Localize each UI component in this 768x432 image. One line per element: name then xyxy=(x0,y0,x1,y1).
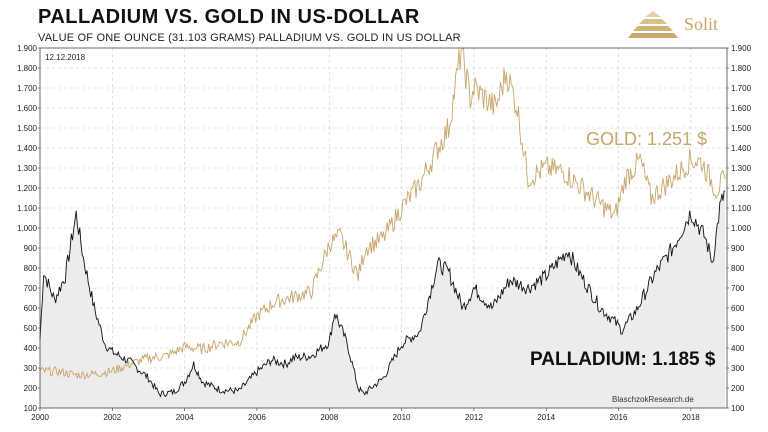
y-tick-label-left: 700 xyxy=(24,284,38,293)
y-tick-label-left: 800 xyxy=(24,264,38,273)
palladium-series-label: PALLADIUM: 1.185 $ xyxy=(530,349,716,370)
plot-border xyxy=(39,47,728,409)
y-tick-label-left: 1.000 xyxy=(17,224,38,233)
y-tick-label-left: 600 xyxy=(24,304,38,313)
y-tick-label-left: 1.700 xyxy=(17,84,38,93)
y-tick-label-left: 1.800 xyxy=(17,64,38,73)
y-tick-label-right: 700 xyxy=(731,284,745,293)
y-tick-label-left: 100 xyxy=(24,404,38,413)
y-tick-label-right: 1.800 xyxy=(731,64,752,73)
y-tick-label-left: 200 xyxy=(24,384,38,393)
y-tick-label-right: 1.200 xyxy=(731,184,752,193)
y-tick-label-right: 1.400 xyxy=(731,144,752,153)
y-tick-label-right: 1.000 xyxy=(731,224,752,233)
y-tick-label-left: 900 xyxy=(24,244,38,253)
y-tick-label-left: 1.500 xyxy=(17,124,38,133)
y-tick-label-right: 100 xyxy=(731,404,745,413)
source-label: BlaschzokResearch.de xyxy=(612,395,694,404)
gold-series-label: GOLD: 1.251 $ xyxy=(586,129,707,149)
y-tick-label-left: 300 xyxy=(24,364,38,373)
x-tick-label: 2002 xyxy=(103,413,121,422)
y-tick-label-left: 1.900 xyxy=(17,44,38,53)
y-tick-label-right: 1.700 xyxy=(731,84,752,93)
y-tick-label-left: 1.100 xyxy=(17,204,38,213)
y-tick-label-left: 1.300 xyxy=(17,164,38,173)
x-tick-label: 2004 xyxy=(176,413,194,422)
logo-text: Solit xyxy=(684,14,719,34)
y-tick-label-left: 500 xyxy=(24,324,38,333)
pyramid-logo-icon xyxy=(628,11,678,38)
palladium-area xyxy=(40,191,726,408)
x-tick-label: 2016 xyxy=(610,413,628,422)
chart-title: PALLADIUM VS. GOLD IN US-DOLLAR xyxy=(38,6,420,28)
x-tick-label: 2000 xyxy=(31,413,49,422)
x-tick-label: 2008 xyxy=(320,413,338,422)
y-tick-label-right: 1.600 xyxy=(731,104,752,113)
y-tick-label-right: 900 xyxy=(731,244,745,253)
gold-series-line xyxy=(39,47,726,381)
date-stamp: 12.12.2018 xyxy=(45,53,86,62)
y-tick-label-right: 400 xyxy=(731,344,745,353)
x-tick-label: 2012 xyxy=(465,413,483,422)
x-tick-label: 2018 xyxy=(682,413,700,422)
y-tick-label-right: 1.900 xyxy=(731,44,752,53)
y-tick-label-right: 1.300 xyxy=(731,164,752,173)
y-tick-label-right: 800 xyxy=(731,264,745,273)
y-tick-label-right: 200 xyxy=(731,384,745,393)
x-tick-label: 2014 xyxy=(537,413,555,422)
x-tick-label: 2010 xyxy=(393,413,411,422)
palladium-series-line xyxy=(39,190,726,398)
chart-subtitle: VALUE OF ONE OUNCE (31.103 GRAMS) PALLAD… xyxy=(38,32,461,44)
y-tick-label-right: 500 xyxy=(731,324,745,333)
y-tick-label-right: 300 xyxy=(731,364,745,373)
y-tick-label-left: 1.600 xyxy=(17,104,38,113)
y-tick-label-left: 400 xyxy=(24,344,38,353)
x-tick-label: 2006 xyxy=(248,413,266,422)
y-tick-label-right: 1.100 xyxy=(731,204,752,213)
y-tick-label-left: 1.400 xyxy=(17,144,38,153)
y-tick-label-right: 1.500 xyxy=(731,124,752,133)
y-tick-label-left: 1.200 xyxy=(17,184,38,193)
y-tick-label-right: 600 xyxy=(731,304,745,313)
solit-logo: Solit xyxy=(628,8,738,44)
